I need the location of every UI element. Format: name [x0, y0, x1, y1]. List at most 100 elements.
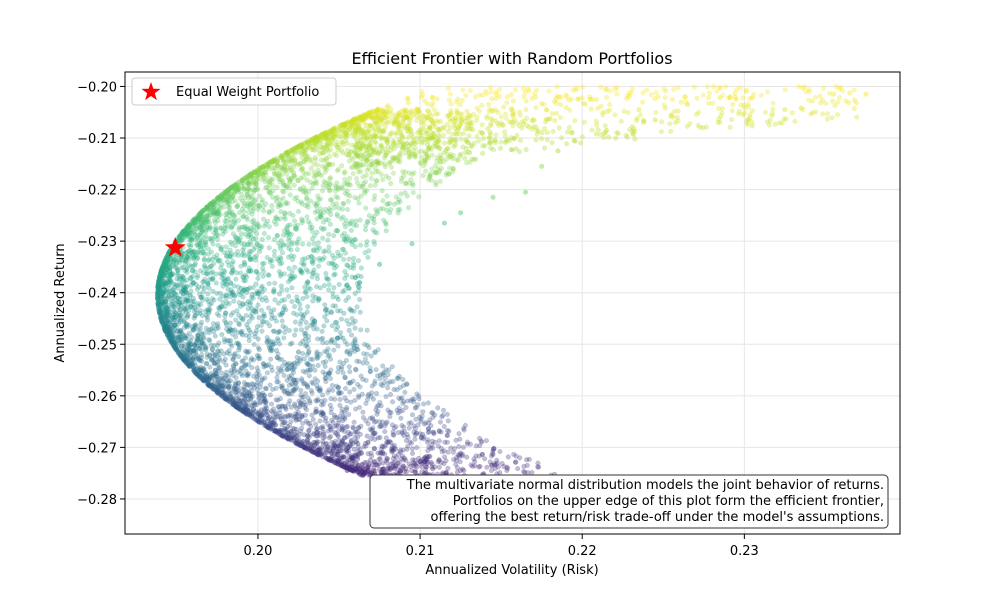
portfolio-point [387, 391, 394, 398]
portfolio-point [351, 468, 357, 474]
portfolio-point [331, 233, 337, 239]
portfolio-point [360, 415, 366, 421]
portfolio-point [234, 183, 240, 189]
portfolio-point [272, 164, 278, 171]
portfolio-point [311, 267, 317, 273]
portfolio-point [213, 271, 219, 277]
portfolio-point [246, 318, 252, 324]
portfolio-point [204, 224, 210, 230]
portfolio-point [322, 363, 328, 369]
portfolio-point [219, 191, 226, 197]
portfolio-point [320, 430, 326, 436]
portfolio-point [317, 418, 323, 424]
portfolio-point [205, 246, 211, 252]
portfolio-point [313, 172, 319, 179]
portfolio-point [260, 164, 267, 170]
portfolio-point [254, 173, 260, 179]
portfolio-point [246, 181, 252, 187]
portfolio-point [259, 328, 265, 334]
portfolio-point [249, 305, 255, 311]
portfolio-point [418, 135, 424, 142]
portfolio-point [294, 239, 300, 245]
portfolio-point [186, 330, 192, 337]
portfolio-point [251, 217, 257, 223]
portfolio-point [504, 464, 510, 470]
portfolio-point [207, 338, 213, 344]
portfolio-point [212, 356, 218, 362]
portfolio-point [317, 285, 323, 291]
portfolio-point [173, 253, 179, 259]
portfolio-point [301, 262, 307, 268]
portfolio-point [248, 268, 254, 274]
portfolio-point [255, 345, 261, 351]
portfolio-point [304, 214, 310, 220]
portfolio-point [269, 203, 275, 209]
portfolio-point [288, 437, 294, 443]
portfolio-point [456, 443, 462, 450]
portfolio-point [391, 432, 397, 438]
portfolio-point [183, 323, 189, 329]
portfolio-point [369, 152, 375, 158]
portfolio-point [271, 236, 277, 243]
portfolio-point [373, 407, 379, 413]
portfolio-point [349, 142, 355, 148]
portfolio-point [247, 229, 253, 235]
portfolio-point [161, 288, 167, 294]
portfolio-point [278, 164, 284, 170]
portfolio-point [288, 276, 294, 282]
portfolio-point [272, 280, 278, 286]
portfolio-point [326, 370, 332, 376]
portfolio-point [335, 423, 341, 429]
portfolio-point [278, 256, 284, 262]
portfolio-point [210, 275, 216, 281]
portfolio-point [356, 122, 362, 128]
portfolio-point [204, 317, 210, 323]
portfolio-point [315, 162, 321, 168]
portfolio-point [283, 150, 289, 156]
portfolio-point [177, 312, 183, 318]
portfolio-point [223, 278, 229, 284]
portfolio-point [242, 261, 248, 267]
portfolio-point [331, 272, 337, 278]
portfolio-point [318, 225, 324, 231]
portfolio-point [295, 361, 301, 367]
portfolio-point [159, 299, 165, 305]
portfolio-point [207, 302, 213, 308]
portfolio-point [180, 294, 186, 300]
portfolio-point [197, 373, 203, 379]
portfolio-point [363, 242, 370, 248]
portfolio-point [184, 265, 190, 271]
portfolio-point [363, 223, 369, 229]
portfolio-point [257, 413, 263, 419]
portfolio-point [240, 178, 246, 184]
portfolio-point [335, 296, 341, 303]
portfolio-point [362, 469, 368, 475]
portfolio-point [261, 208, 267, 214]
portfolio-point [160, 264, 166, 270]
portfolio-point [271, 253, 277, 259]
portfolio-point [195, 372, 201, 378]
portfolio-point [219, 261, 225, 268]
portfolio-point [188, 288, 194, 294]
portfolio-point [309, 236, 316, 242]
portfolio-point [205, 291, 211, 297]
portfolio-point [335, 335, 341, 341]
portfolio-point [233, 276, 239, 282]
portfolio-point [411, 396, 417, 402]
portfolio-point [328, 136, 334, 142]
portfolio-point [297, 306, 303, 312]
portfolio-point [268, 364, 274, 370]
portfolio-point [286, 149, 292, 155]
portfolio-point [197, 310, 203, 316]
portfolio-point [427, 125, 433, 131]
portfolio-point [228, 341, 234, 347]
portfolio-point [318, 157, 324, 163]
portfolio-point [313, 134, 319, 140]
portfolio-point [319, 188, 326, 194]
portfolio-point [328, 356, 334, 362]
portfolio-point [406, 425, 412, 431]
portfolio-point [372, 182, 378, 188]
portfolio-point [430, 429, 436, 435]
portfolio-point [404, 193, 410, 199]
portfolio-point [375, 402, 381, 409]
